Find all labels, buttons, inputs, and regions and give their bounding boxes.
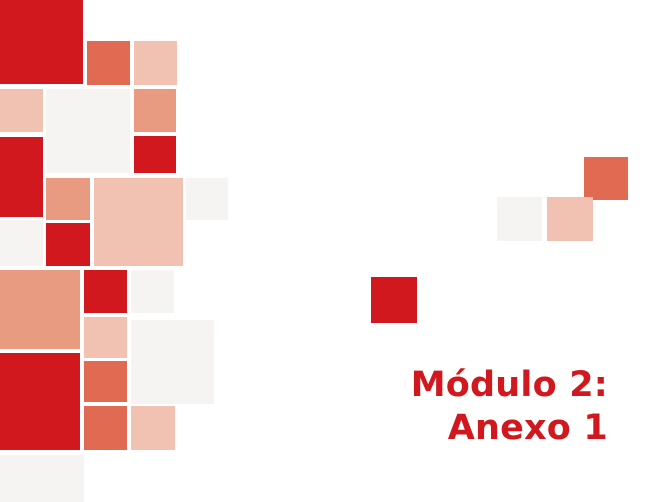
mosaic-tile <box>186 178 228 220</box>
mosaic-tile <box>84 406 127 450</box>
mosaic-tile <box>84 317 127 358</box>
module-title: Módulo 2: Anexo 1 <box>411 364 608 450</box>
mosaic-tile <box>46 223 90 266</box>
mosaic-tile <box>371 277 417 323</box>
mosaic-tile <box>84 270 127 313</box>
mosaic-tile <box>0 455 84 502</box>
mosaic-tile <box>0 137 43 217</box>
mosaic-tile <box>131 320 214 404</box>
mosaic-tile <box>547 197 593 241</box>
mosaic-tile <box>134 136 176 173</box>
mosaic-tile <box>134 89 176 132</box>
mosaic-tile <box>0 270 80 349</box>
module-title-line2: Anexo 1 <box>447 408 608 448</box>
mosaic-tile <box>84 361 127 402</box>
mosaic-tile <box>87 41 130 85</box>
mosaic-tile <box>497 197 542 241</box>
mosaic-tile <box>131 270 174 313</box>
mosaic-tile <box>584 157 628 200</box>
mosaic-tile <box>94 178 183 266</box>
module-title-line1: Módulo 2: <box>410 365 608 405</box>
mosaic-tile <box>46 89 130 173</box>
mosaic-tile <box>0 353 80 450</box>
mosaic-tile <box>134 41 177 85</box>
mosaic-tile <box>0 89 43 132</box>
mosaic-tile <box>0 0 83 84</box>
mosaic-tile <box>46 178 90 220</box>
mosaic-tile <box>131 406 175 450</box>
mosaic-tile <box>0 220 43 266</box>
